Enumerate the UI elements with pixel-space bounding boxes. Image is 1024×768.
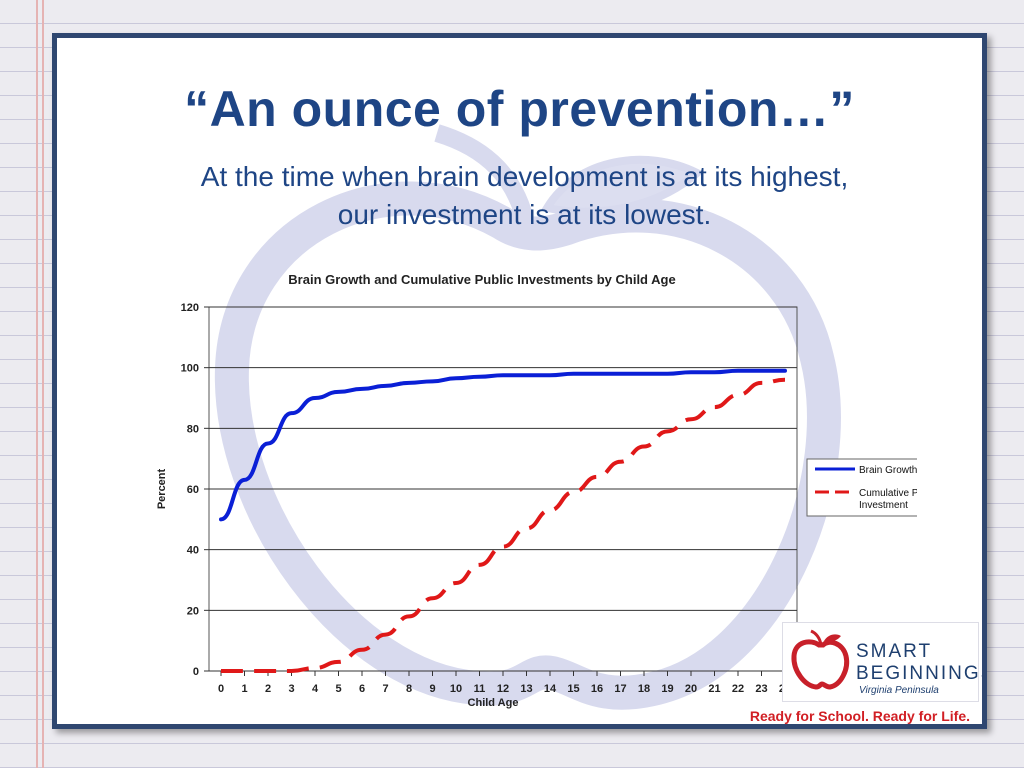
y-tick-label: 120 (181, 302, 199, 314)
brain-growth-chart: Brain Growth and Cumulative Public Inves… (156, 272, 917, 709)
y-axis-label: Percent (156, 468, 168, 509)
x-tick-label: 5 (335, 683, 341, 695)
series-line-public-investment (221, 377, 786, 673)
x-tick-label: 0 (218, 683, 224, 695)
x-tick-label: 10 (450, 683, 462, 695)
y-tick-label: 0 (193, 666, 199, 678)
x-tick-label: 21 (708, 683, 720, 695)
x-tick-label: 1 (241, 683, 247, 695)
x-axis-label: Child Age (468, 697, 519, 709)
x-tick-label: 23 (755, 683, 767, 695)
apple-logo-icon (791, 629, 850, 690)
x-tick-label: 4 (312, 683, 319, 695)
chart-series (219, 368, 787, 673)
chart-title: Brain Growth and Cumulative Public Inves… (288, 272, 675, 287)
x-tick-label: 22 (732, 683, 744, 695)
chart-gridlines (208, 306, 798, 672)
x-tick-label: 20 (685, 683, 697, 695)
subtitle-line-2: our investment is at its lowest. (337, 199, 712, 230)
legend-label: Brain Growth (859, 465, 917, 476)
logo-text-smart: SMART (856, 641, 933, 662)
logo-text-location: Virginia Peninsula (859, 685, 939, 696)
x-tick-label: 2 (265, 683, 271, 695)
y-tick-label: 80 (187, 423, 199, 435)
y-axis-ticks: 0 20 40 60 80 100 120 (181, 302, 209, 678)
x-tick-label: 15 (567, 683, 579, 695)
smart-beginnings-logo: SMART BEGINNINGS Virginia Peninsula (782, 622, 982, 702)
y-tick-label: 100 (181, 363, 199, 375)
x-tick-label: 9 (429, 683, 435, 695)
x-tick-label: 6 (359, 683, 365, 695)
slide: “An ounce of prevention…” At the time wh… (52, 33, 987, 729)
x-tick-label: 3 (288, 683, 294, 695)
x-tick-label: 7 (382, 683, 388, 695)
x-tick-label: 8 (406, 683, 412, 695)
x-tick-label: 14 (544, 683, 557, 695)
x-axis-ticks: 0123456789101112131415161718192021222324 (218, 671, 792, 695)
subtitle-line-1: At the time when brain development is at… (200, 161, 849, 192)
x-tick-label: 17 (614, 683, 626, 695)
logo-text-beginnings: BEGINNINGS (856, 663, 987, 684)
y-tick-label: 40 (187, 545, 199, 557)
x-tick-label: 18 (638, 683, 650, 695)
slide-title: “An ounce of prevention…” (184, 81, 855, 137)
notebook-margin-line (36, 0, 38, 768)
notebook-margin-line (42, 0, 44, 768)
x-tick-label: 13 (520, 683, 532, 695)
apple-watermark-icon (214, 124, 841, 710)
slide-subtitle: At the time when brain development is at… (97, 158, 952, 234)
x-tick-label: 19 (661, 683, 673, 695)
y-tick-label: 60 (187, 484, 199, 496)
tagline: Ready for School. Ready for Life. (749, 708, 970, 724)
y-tick-label: 20 (187, 605, 199, 617)
x-tick-label: 11 (474, 683, 486, 695)
series-line-brain-growth (219, 368, 787, 522)
x-tick-label: 12 (497, 683, 509, 695)
x-tick-label: 16 (591, 683, 603, 695)
